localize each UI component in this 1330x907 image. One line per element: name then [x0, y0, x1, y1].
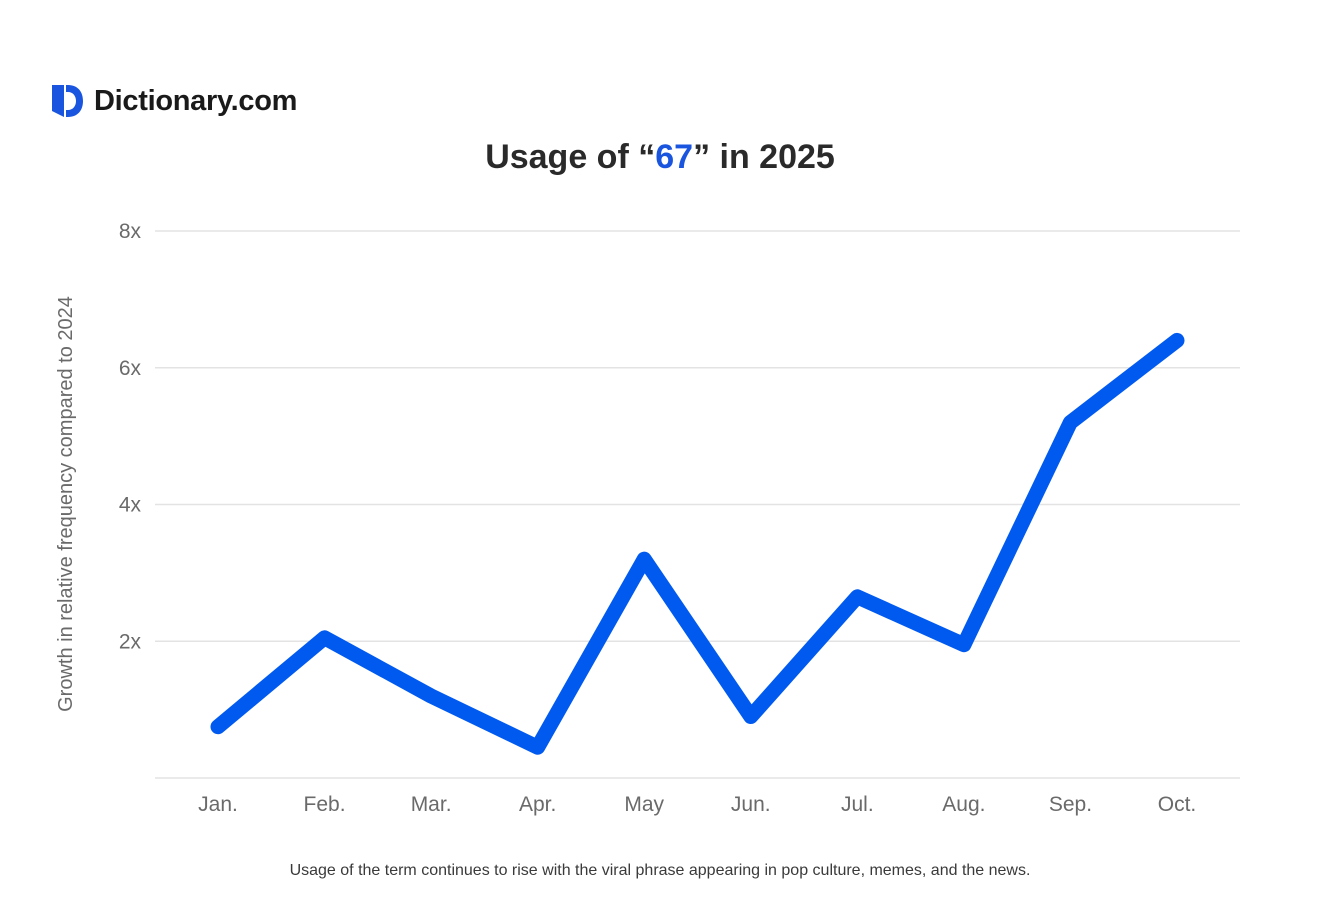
x-tick-label: Mar. — [411, 793, 452, 816]
x-tick-label: Feb. — [304, 793, 346, 816]
x-tick-label: Sep. — [1049, 793, 1092, 816]
title-prefix: Usage of “ — [485, 138, 656, 176]
y-tick-label: 8x — [119, 220, 142, 243]
brand-name: Dictionary.com — [94, 84, 298, 117]
y-tick-label: 2x — [119, 630, 142, 653]
x-tick-label: Jul. — [841, 793, 874, 816]
x-tick-label: Jun. — [731, 793, 771, 816]
x-tick-label: Jan. — [198, 793, 238, 816]
brand: Dictionary.com — [50, 82, 297, 120]
title-suffix: ” in 2025 — [693, 138, 835, 176]
x-axis-tick-labels: Jan. Feb. Mar. Apr. May Jun. Jul. Aug. Sep. Oct. — [198, 793, 1196, 816]
x-tick-label: May — [624, 793, 664, 816]
x-tick-label: Apr. — [519, 793, 556, 816]
chart-caption: Usage of the term continues to rise with… — [289, 862, 1031, 879]
x-tick-label: Aug. — [942, 793, 985, 816]
chart-title: Usage of “67” in 2025 — [0, 138, 1320, 177]
y-tick-label: 4x — [119, 494, 142, 517]
series-group — [210, 332, 1185, 755]
gridlines — [155, 230, 1240, 779]
y-axis-tick-labels: 2x 4x 6x 8x — [119, 220, 142, 653]
title-term: 67 — [655, 138, 694, 176]
y-tick-label: 6x — [119, 357, 142, 380]
x-tick-label: Oct. — [1158, 793, 1197, 816]
y-axis-label: Growth in relative frequency compared to… — [55, 296, 77, 712]
dictionary-logo-icon — [52, 85, 83, 117]
series-line — [210, 332, 1185, 755]
